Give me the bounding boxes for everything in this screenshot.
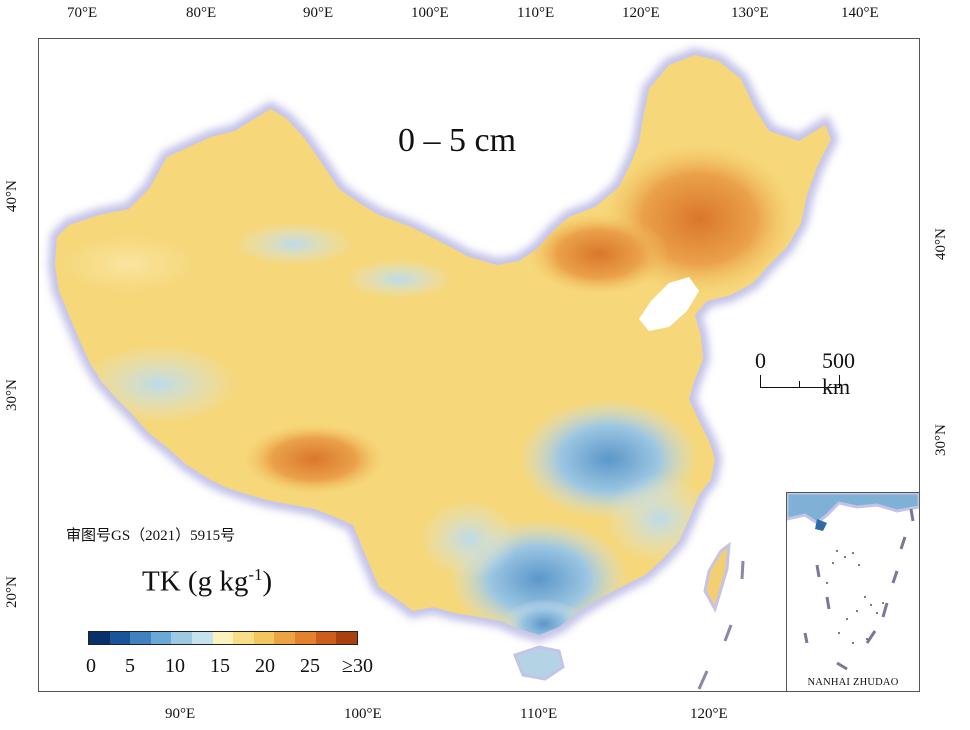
inset-map xyxy=(787,493,919,671)
bottom-lon-tick: 100°E xyxy=(344,706,382,722)
colorbar-swatch xyxy=(274,632,296,644)
colorbar-tick: 15 xyxy=(210,655,230,677)
colorbar-swatch xyxy=(315,632,337,644)
colorbar-swatch xyxy=(253,632,275,644)
top-lon-tick: 120°E xyxy=(622,5,660,21)
colorbar xyxy=(88,631,358,645)
hainan-island xyxy=(513,645,565,681)
right-lat-tick: 40°N xyxy=(933,228,949,260)
top-lon-tick: 140°E xyxy=(841,5,879,21)
left-lat-tick: 20°N xyxy=(4,576,20,608)
colorbar-swatch xyxy=(295,632,316,644)
colorbar-swatch xyxy=(171,632,193,644)
inset-islands xyxy=(826,550,884,644)
colorbar-swatch xyxy=(150,632,172,644)
colorbar-tick: 25 xyxy=(300,655,320,677)
top-lon-tick: 100°E xyxy=(411,5,449,21)
left-lat-tick: 40°N xyxy=(4,180,20,212)
nanhai-inset: NANHAI ZHUDAO xyxy=(786,492,920,692)
colorbar-swatch xyxy=(89,632,110,644)
colorbar-tick: 20 xyxy=(255,655,275,677)
bottom-lon-tick: 120°E xyxy=(690,706,728,722)
colorbar-swatch xyxy=(212,632,234,644)
top-lon-tick: 110°E xyxy=(517,5,555,21)
colorbar-swatch xyxy=(192,632,213,644)
china-tk-map xyxy=(47,47,839,690)
colorbar-swatch xyxy=(109,632,131,644)
top-lon-tick: 90°E xyxy=(303,5,334,21)
top-lon-tick: 70°E xyxy=(67,5,98,21)
variable-label: TK (g kg-1) xyxy=(142,565,273,598)
bottom-lon-tick: 90°E xyxy=(165,706,196,722)
map-approval-number: 审图号GS（2021）5915号 xyxy=(66,528,236,544)
maritime-boundary xyxy=(697,560,745,690)
colorbar-tick: 0 xyxy=(86,655,96,677)
taiwan-island xyxy=(703,541,731,613)
scale-zero-label: 0 xyxy=(755,348,766,373)
depth-title: 0 – 5 cm xyxy=(398,122,517,159)
top-lon-tick: 130°E xyxy=(731,5,769,21)
left-lat-tick: 30°N xyxy=(4,379,20,411)
inset-coast xyxy=(787,493,919,525)
colorbar-swatch xyxy=(336,632,357,644)
inset-boundary xyxy=(803,508,915,671)
colorbar-swatch xyxy=(233,632,254,644)
scale-distance-label: 500 km xyxy=(822,348,855,399)
bottom-lon-tick: 110°E xyxy=(520,706,558,722)
inset-label: NANHAI ZHUDAO xyxy=(807,677,899,688)
right-lat-tick: 30°N xyxy=(933,424,949,456)
map-frame xyxy=(38,38,920,692)
colorbar-tick: 10 xyxy=(165,655,185,677)
top-lon-tick: 80°E xyxy=(186,5,217,21)
scale-bar: 0 500 km xyxy=(752,348,882,399)
colorbar-tick: ≥30 xyxy=(342,655,373,677)
scale-bar-line xyxy=(760,375,840,388)
bohai-sea xyxy=(639,277,699,331)
colorbar-swatch xyxy=(130,632,151,644)
colorbar-tick: 5 xyxy=(125,655,135,677)
